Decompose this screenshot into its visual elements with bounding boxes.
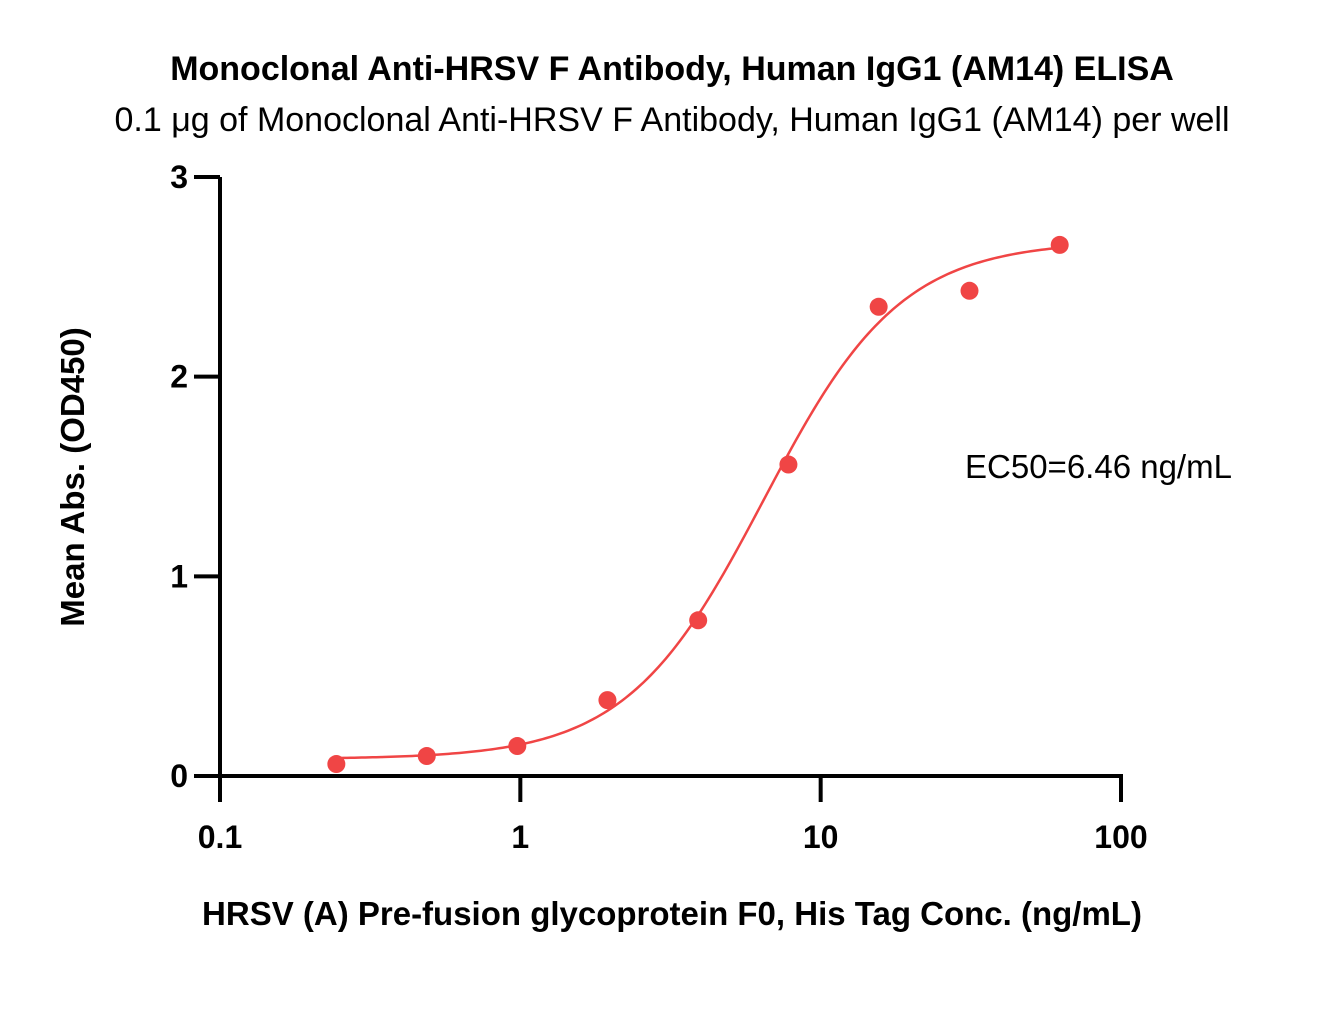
y-axis-title: Mean Abs. (OD450) <box>54 327 91 627</box>
ec50-annotation: EC50=6.46 ng/mL <box>965 448 1232 485</box>
y-tick-label: 3 <box>170 159 188 195</box>
data-point <box>689 611 708 630</box>
data-point <box>869 297 888 316</box>
x-tick-label: 1 <box>511 819 529 855</box>
data-point <box>508 737 527 756</box>
x-axis-ticks: 0.1 1 10 100 <box>198 776 1148 855</box>
y-tick-label: 1 <box>170 558 188 594</box>
x-tick-label: 100 <box>1094 819 1147 855</box>
chart-subtitle: 0.1 μg of Monoclonal Anti-HRSV F Antibod… <box>114 101 1229 139</box>
y-tick-label: 2 <box>170 359 188 395</box>
y-axis-ticks: 0 1 2 3 <box>170 159 220 794</box>
chart-title: Monoclonal Anti-HRSV F Antibody, Human I… <box>170 50 1174 88</box>
data-points <box>327 235 1069 774</box>
data-point <box>327 755 346 774</box>
data-point <box>598 691 617 710</box>
data-point <box>417 747 436 766</box>
x-tick-label: 0.1 <box>198 819 242 855</box>
fit-curve <box>336 246 1060 760</box>
x-axis-title: HRSV (A) Pre-fusion glycoprotein F0, His… <box>202 895 1142 932</box>
x-tick-label: 10 <box>803 819 839 855</box>
data-point <box>1050 235 1069 254</box>
data-point <box>960 281 979 300</box>
y-tick-label: 0 <box>170 758 188 794</box>
data-point <box>779 455 798 474</box>
